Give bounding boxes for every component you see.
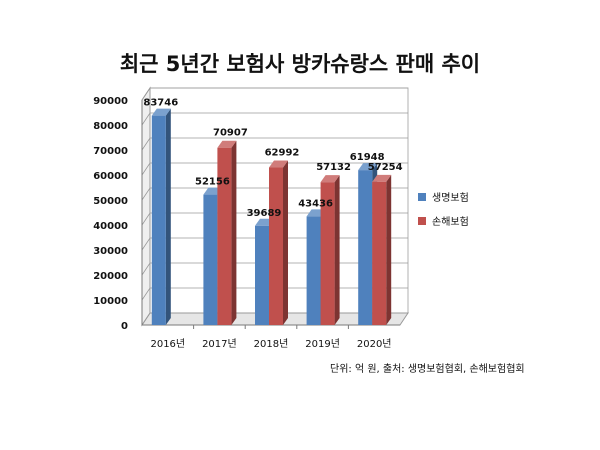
legend-swatch: [418, 217, 426, 225]
bar-side: [283, 160, 288, 325]
bar-top: [320, 175, 340, 183]
y-tick-label: 60000: [93, 171, 128, 182]
bar-nonlife-2020년: [372, 174, 392, 325]
y-tick-label: 0: [121, 321, 128, 332]
bar-front: [217, 147, 232, 325]
y-tick-label: 20000: [93, 271, 128, 282]
data-label: 57132: [316, 162, 351, 173]
chart-title: 최근 5년간 보험사 방카슈랑스 판매 추이: [119, 52, 481, 76]
bar-top: [217, 140, 237, 148]
x-tick-label: 2017년: [202, 338, 237, 350]
source-note: 단위: 억 원, 출처: 생명보험협회, 손해보험협회: [330, 364, 525, 375]
data-label: 61948: [350, 152, 385, 163]
x-tick-label: 2018년: [254, 338, 289, 350]
legend-swatch: [418, 193, 426, 201]
x-tick-label: 2020년: [357, 338, 392, 350]
x-tick-label: 2019년: [305, 338, 340, 350]
x-tick-label: 2016년: [150, 338, 185, 350]
bar-front: [203, 194, 218, 325]
bar-top: [358, 163, 378, 171]
gridline: [141, 137, 408, 151]
y-tick-label: 10000: [93, 296, 128, 307]
bar-front: [269, 167, 283, 325]
data-label: 62992: [265, 148, 300, 159]
y-tick-label: 80000: [93, 121, 128, 132]
bar-front: [255, 225, 269, 325]
gridline: [141, 112, 408, 126]
data-label: 70907: [213, 128, 248, 139]
y-tick-label: 90000: [93, 96, 128, 107]
data-label: 43436: [298, 198, 333, 209]
bar-nonlife-2018년: [269, 160, 288, 325]
bar-top: [269, 160, 288, 168]
bar-nonlife-2017년: [217, 140, 237, 325]
bar-front: [320, 182, 335, 325]
bar-side: [386, 174, 392, 325]
legend-label: 생명보험: [432, 192, 469, 204]
bar-side: [231, 140, 237, 325]
bar-front: [372, 181, 387, 325]
bar-nonlife-2019년: [320, 175, 340, 325]
data-label: 52156: [195, 177, 230, 188]
axes: 0 10000 20000 30000 40000 50000 60000 70000 8000…: [93, 96, 400, 350]
data-label: 57254: [368, 162, 403, 173]
data-label: 83746: [143, 98, 178, 109]
bar-front: [358, 170, 373, 325]
bar-front: [306, 216, 321, 325]
bar-top: [151, 108, 171, 116]
y-tick-label: 30000: [93, 246, 128, 257]
bar-top: [372, 174, 392, 182]
gridline: [141, 87, 408, 101]
y-tick-label: 50000: [93, 196, 128, 207]
legend-label: 손해보험: [432, 215, 469, 228]
bar-front: [151, 115, 166, 325]
y-tick-label: 40000: [93, 221, 128, 232]
bar-side: [334, 175, 340, 325]
data-labels: 83746 52156 70907 39689 62992 43436 5713261948…: [143, 98, 402, 219]
gridline: [141, 162, 408, 176]
data-label: 39689: [247, 208, 282, 219]
bar-side: [165, 108, 171, 325]
bar-life-2016년: [151, 108, 171, 325]
bars: [151, 108, 392, 325]
y-tick-label: 70000: [93, 146, 128, 157]
